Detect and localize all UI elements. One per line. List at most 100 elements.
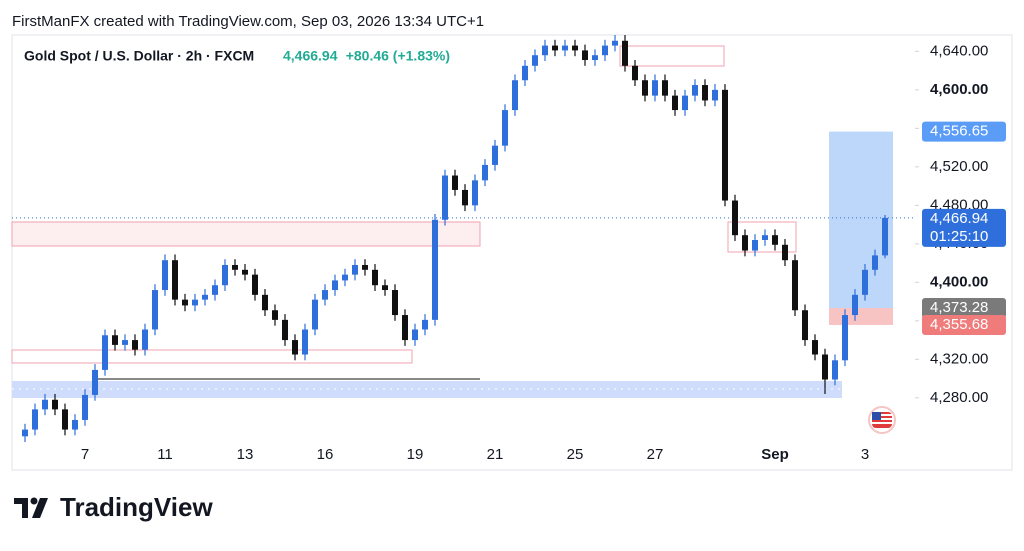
- candle-body: [762, 235, 768, 240]
- y-tick-label: 4,280.00: [930, 389, 988, 406]
- candle-body: [472, 180, 478, 206]
- zones: [11, 45, 842, 398]
- candle-body: [872, 255, 878, 270]
- candle-body: [562, 45, 568, 51]
- candle-body: [332, 280, 338, 291]
- x-tick-label: 11: [157, 446, 173, 463]
- x-tick-label: 16: [317, 446, 334, 463]
- candle-body: [242, 269, 248, 275]
- x-tick-label: 19: [407, 446, 424, 463]
- logo: [14, 497, 48, 518]
- candle-body: [82, 394, 88, 420]
- candle-body: [842, 315, 848, 361]
- y-tick-label: 4,600.00: [930, 81, 988, 98]
- candle-body: [852, 294, 858, 316]
- candle-body: [162, 260, 168, 291]
- candle-body: [222, 265, 228, 286]
- y-tick-label: 4,400.00: [930, 273, 988, 290]
- candle-body: [452, 175, 458, 190]
- candle-body: [482, 164, 488, 181]
- x-tick-label: 27: [647, 446, 664, 463]
- stop-box: [829, 308, 893, 325]
- x-tick-label: 21: [487, 446, 504, 463]
- zone: [11, 349, 413, 364]
- candle-body: [102, 335, 108, 370]
- candle-body: [282, 319, 288, 341]
- candle-body: [422, 319, 428, 330]
- credit: FirstManFX created with TradingView.com,…: [12, 13, 484, 30]
- candle-body: [272, 310, 278, 320]
- candle-body: [522, 65, 528, 81]
- y-tick-label: 4,320.00: [930, 350, 988, 367]
- x-tick-label: 13: [237, 446, 254, 463]
- candle-body: [682, 95, 688, 111]
- candle-body: [492, 145, 498, 165]
- candle-body: [112, 335, 118, 345]
- price-badge-label: 4,556.65: [930, 123, 988, 140]
- candle-body: [412, 329, 418, 341]
- candle-body: [732, 200, 738, 236]
- candle-body: [362, 265, 368, 270]
- candle-body: [62, 409, 68, 430]
- candle-body: [302, 329, 308, 355]
- candle-body: [252, 274, 258, 295]
- candle-body: [722, 89, 728, 201]
- flag-icon: [868, 406, 896, 434]
- candle-body: [592, 55, 598, 61]
- brand: TradingView: [60, 492, 213, 522]
- candle-body: [342, 274, 348, 281]
- candle-body: [142, 329, 148, 350]
- last-price-label: 4,466.94: [930, 210, 988, 227]
- candle-body: [792, 260, 798, 311]
- candle-body: [392, 290, 398, 316]
- candle-body: [672, 95, 678, 111]
- last-price-badge: [922, 208, 1006, 247]
- candle-body: [442, 175, 448, 220]
- candle-body: [462, 189, 468, 206]
- candle-body: [502, 110, 508, 146]
- candle-body: [642, 80, 648, 96]
- y-tick-label: 4,520.00: [930, 158, 988, 175]
- candle-body: [512, 80, 518, 111]
- candle-body: [182, 299, 188, 306]
- candle-body: [262, 294, 268, 311]
- zone: [11, 221, 481, 247]
- candle-body: [632, 65, 638, 81]
- candle-body: [622, 40, 628, 66]
- candle-body: [212, 285, 218, 295]
- price-badge-label: 4,373.28: [930, 299, 988, 316]
- candle-body: [832, 360, 838, 380]
- candle-body: [172, 260, 178, 300]
- candle-body: [862, 269, 868, 295]
- candle-body: [662, 80, 668, 96]
- candle-body: [782, 244, 788, 261]
- candle-body: [92, 369, 98, 395]
- candle-body: [192, 299, 198, 306]
- x-tick-label: 25: [567, 446, 584, 463]
- candle-body: [532, 55, 538, 66]
- candle-body: [572, 45, 578, 51]
- symbol-last: 4,466.94: [283, 48, 338, 64]
- candle-body: [812, 340, 818, 355]
- candle-body: [752, 239, 758, 251]
- candle-body: [382, 285, 388, 291]
- candle-body: [292, 340, 298, 355]
- candle-body: [352, 265, 358, 275]
- candle-body: [432, 219, 438, 320]
- candle-body: [602, 45, 608, 56]
- candle-body: [402, 315, 408, 341]
- candle-body: [32, 409, 38, 430]
- symbol-change: +80.46 (+1.83%): [346, 48, 450, 64]
- x-tick-label: 3: [861, 446, 869, 463]
- candle-body: [712, 89, 718, 101]
- candle-body: [612, 40, 618, 46]
- countdown: 01:25:10: [930, 228, 988, 245]
- price-badge: [922, 121, 1006, 142]
- candle-body: [772, 235, 778, 245]
- y-tick-label: 4,640.00: [930, 42, 988, 59]
- x-tick-label: 7: [81, 446, 89, 463]
- candle-body: [692, 85, 698, 96]
- candle-body: [702, 85, 708, 101]
